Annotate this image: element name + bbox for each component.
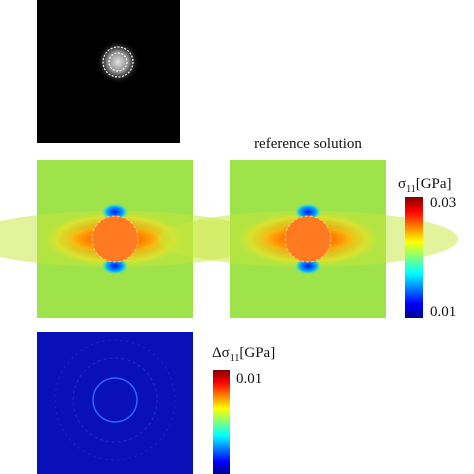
- panel-title: reference solution: [254, 136, 362, 152]
- colorbar-max: 0.01: [236, 371, 262, 387]
- colorbar: [405, 197, 423, 318]
- top-panel: [37, 0, 180, 143]
- colorbar-label: Δσ11[GPa]: [212, 345, 275, 364]
- colorbar: [213, 370, 230, 474]
- colorbar-label: σ11[GPa]: [398, 176, 452, 195]
- error-field: [37, 332, 193, 474]
- colorbar-min: 0.01: [430, 304, 456, 320]
- colorbar-max: 0.03: [430, 195, 456, 211]
